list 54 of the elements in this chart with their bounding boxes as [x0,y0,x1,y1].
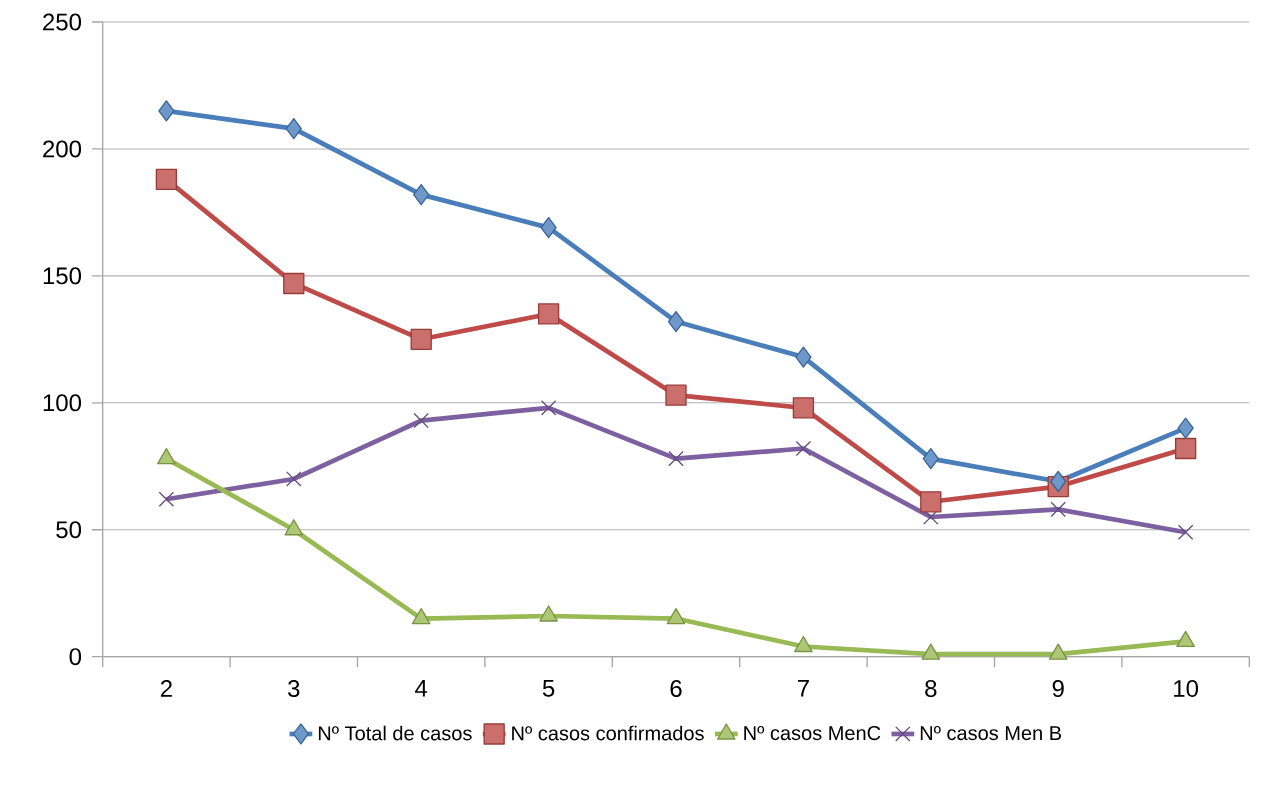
point [666,607,686,625]
y-tick-label: 100 [43,394,82,412]
point [285,117,302,140]
x-tick-label: 8 [925,680,937,698]
point [1048,643,1068,660]
x-tick-label: 10 [1174,680,1199,698]
x-tick-label: 3 [288,680,300,698]
point [158,491,175,507]
x-tick-label: 2 [160,680,172,697]
point [284,519,304,536]
point [1177,524,1194,540]
point [792,397,815,419]
y-tick-label: 50 [56,521,82,539]
point [1174,437,1197,460]
point [537,303,560,325]
point [1176,630,1195,648]
point [413,183,430,206]
point [1050,470,1067,493]
point [923,509,939,525]
point [795,346,812,368]
y-tick-label: 150 [43,267,82,285]
y-tick-label: 0 [69,648,82,666]
y-tick-label: 250 [43,13,82,31]
point [283,272,305,295]
point [1050,501,1066,518]
point [922,447,939,470]
point [410,328,432,350]
point [921,643,941,660]
point [794,635,813,653]
legend-label: Nº casos MenC [744,725,881,741]
point [155,168,178,191]
point [540,216,557,239]
point [668,450,684,467]
point [667,310,685,333]
point [413,412,429,429]
point [286,471,302,487]
legend-label: Nº casos Men B [920,725,1062,741]
point [539,605,558,622]
point [158,100,175,122]
x-tick-label: 9 [1052,680,1064,698]
point [411,607,431,625]
point [920,491,942,513]
legend-label: Nº casos confirmados [512,725,704,741]
x-tick-label: 4 [415,680,428,697]
x-tick-label: 5 [542,680,555,697]
legend-label: Nº Total de casos [318,725,472,741]
x-tick-label: 6 [670,680,682,698]
x-tick-label: 7 [797,680,809,697]
y-tick-label: 200 [43,140,82,158]
point [665,384,687,406]
point [1177,417,1194,439]
point [157,447,176,465]
point [540,400,557,416]
point [795,440,812,457]
